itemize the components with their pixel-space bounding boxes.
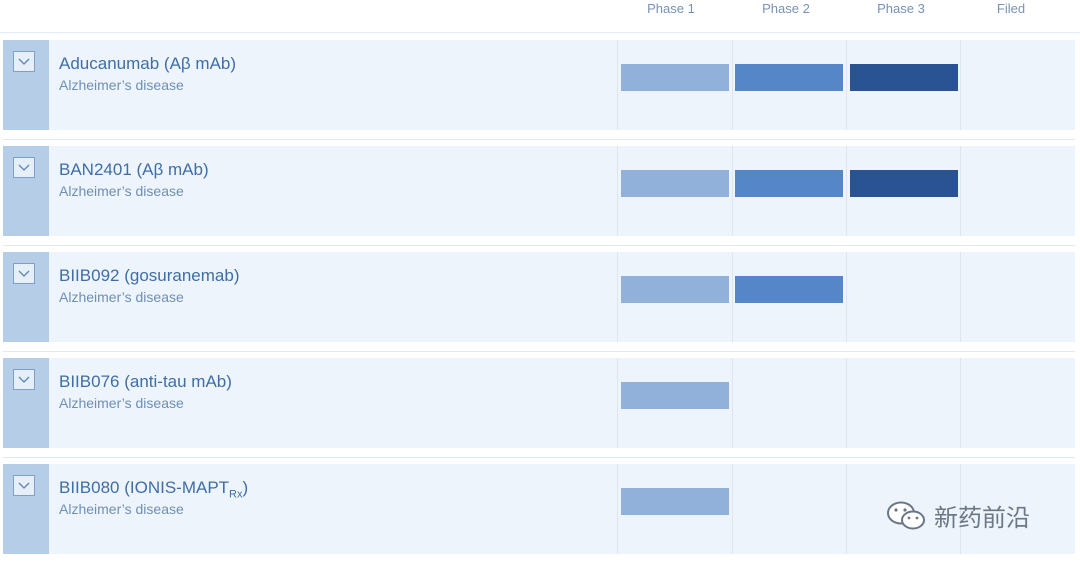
expand-toggle[interactable] — [13, 475, 35, 496]
pipeline-row-biib092[interactable]: BIIB092 (gosuranemab) Alzheimer’s diseas… — [3, 252, 1075, 342]
phase-divider — [960, 464, 961, 554]
phase-divider — [617, 464, 618, 554]
phase-2-bar — [735, 170, 843, 197]
phase-2-bar — [735, 276, 843, 303]
phase-1-bar — [621, 170, 729, 197]
disease-label: Alzheimer’s disease — [59, 77, 184, 93]
phase-3-bar — [850, 64, 958, 91]
disease-label: Alzheimer’s disease — [59, 289, 184, 305]
chevron-down-icon — [18, 58, 30, 65]
phase-divider — [846, 252, 847, 342]
phase-divider — [732, 146, 733, 236]
phase-1-bar — [621, 382, 729, 409]
phase-divider — [732, 252, 733, 342]
drug-name: BIIB080 (IONIS-MAPTRx) — [59, 478, 248, 500]
phase-divider — [617, 146, 618, 236]
expand-toggle[interactable] — [13, 369, 35, 390]
pipeline-row-aducanumab[interactable]: Aducanumab (Aβ mAb) Alzheimer’s disease — [3, 40, 1075, 130]
chevron-down-icon — [18, 376, 30, 383]
phase-3-label: Phase 3 — [877, 1, 925, 16]
disease-label: Alzheimer’s disease — [59, 395, 184, 411]
expand-toggle[interactable] — [13, 51, 35, 72]
phase-divider — [846, 146, 847, 236]
drug-name-subscript: Rx — [229, 488, 243, 501]
watermark: 新药前沿 — [886, 498, 1030, 533]
phase-divider — [732, 358, 733, 448]
chevron-down-icon — [18, 482, 30, 489]
row-separator — [3, 457, 1075, 458]
drug-name: BAN2401 (Aβ mAb) — [59, 160, 209, 179]
phase-divider — [960, 358, 961, 448]
phase-2-label: Phase 2 — [762, 1, 810, 16]
row-separator — [3, 139, 1075, 140]
phase-divider — [846, 464, 847, 554]
drug-name-main: BIIB080 (IONIS-MAPT — [59, 478, 230, 497]
phase-1-label: Phase 1 — [647, 1, 695, 16]
pipeline-row-biib076[interactable]: BIIB076 (anti-tau mAb) Alzheimer’s disea… — [3, 358, 1075, 448]
phase-divider — [960, 40, 961, 130]
drug-name: Aducanumab (Aβ mAb) — [59, 54, 237, 73]
phase-divider — [846, 40, 847, 130]
drug-name: BIIB092 (gosuranemab) — [59, 266, 240, 285]
disease-label: Alzheimer’s disease — [59, 501, 184, 517]
phase-1-bar — [621, 488, 729, 515]
row-separator — [3, 351, 1075, 352]
phase-1-bar — [621, 64, 729, 91]
phase-3-bar — [850, 170, 958, 197]
chevron-down-icon — [18, 270, 30, 277]
phase-divider — [960, 146, 961, 236]
phase-divider — [732, 464, 733, 554]
expand-toggle[interactable] — [13, 157, 35, 178]
chevron-down-icon — [18, 164, 30, 171]
disease-label: Alzheimer’s disease — [59, 183, 184, 199]
phase-divider — [617, 40, 618, 130]
wechat-icon — [887, 501, 925, 529]
phase-divider — [617, 252, 618, 342]
pipeline-row-ban2401[interactable]: BAN2401 (Aβ mAb) Alzheimer’s disease — [3, 146, 1075, 236]
phase-divider — [617, 358, 618, 448]
drug-name: BIIB076 (anti-tau mAb) — [59, 372, 232, 391]
expand-toggle[interactable] — [13, 263, 35, 284]
phase-1-bar — [621, 276, 729, 303]
filed-label: Filed — [996, 1, 1026, 16]
phase-divider — [960, 252, 961, 342]
row-separator — [3, 245, 1075, 246]
phase-divider — [732, 40, 733, 130]
phase-2-bar — [735, 64, 843, 91]
watermark-text: 新药前沿 — [934, 505, 1030, 532]
phase-divider — [846, 358, 847, 448]
drug-name-suffix: ) — [242, 478, 249, 497]
phase-header: Phase 1 Phase 2 Phase 3 Filed — [0, 0, 1080, 33]
